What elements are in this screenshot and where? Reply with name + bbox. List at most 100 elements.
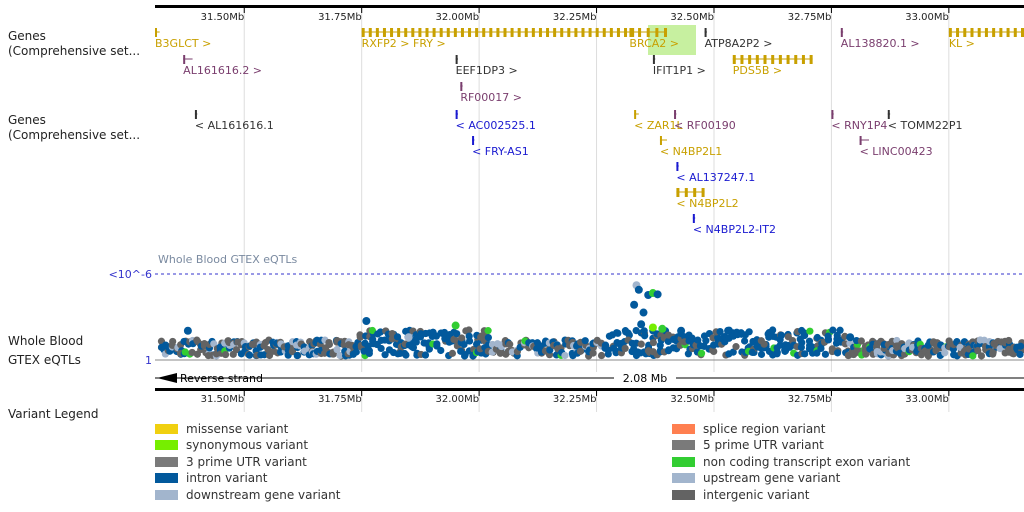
gene-feature: RF00017 >	[460, 82, 522, 104]
eqtl-point	[741, 337, 749, 345]
gene-exon	[999, 28, 1003, 37]
legend-item: synonymous variant	[155, 437, 308, 454]
ruler-top-bar	[155, 5, 1024, 8]
gene-exon	[704, 28, 707, 37]
gene-exon	[155, 28, 157, 37]
gene-exon	[763, 55, 767, 64]
gene-exon	[646, 28, 650, 37]
strand-label: Reverse strand	[180, 372, 263, 385]
gene-exon	[404, 28, 408, 37]
eqtl-threshold-label: <10^-6	[109, 268, 152, 281]
legend-swatch	[155, 440, 178, 450]
gene-exon	[183, 55, 186, 64]
eqtl-point	[221, 350, 230, 359]
gene-exon	[567, 28, 571, 37]
eqtl-point	[412, 338, 420, 346]
reverse-gene-track: < AL161616.1 < AC002525.1 < ZAR1L< RF00190…	[194, 110, 962, 236]
eqtl-point	[801, 350, 809, 358]
gene-exon	[553, 28, 557, 37]
gene-label: < ZAR1L	[634, 119, 683, 132]
gene-exon	[588, 28, 592, 37]
gene-feature: < AL137247.1	[676, 162, 755, 184]
legend-swatch	[672, 456, 695, 467]
gene-exon	[560, 28, 564, 37]
eqtl-point	[829, 326, 837, 334]
eqtl-point	[393, 333, 402, 341]
legend-item: upstream gene variant	[672, 470, 840, 487]
eqtl-point	[561, 351, 569, 360]
legend-item: missense variant	[155, 420, 288, 437]
eqtl-point	[377, 344, 385, 353]
eqtl-point	[325, 338, 333, 347]
eqtl-point	[729, 348, 737, 356]
eqtl-point	[757, 350, 766, 358]
track-label-genes-forward-sub: (Comprehensive set...	[8, 44, 140, 58]
legend-label: intergenic variant	[703, 487, 810, 502]
gene-feature: < N4BP2L1	[659, 136, 722, 158]
gene-exon	[503, 28, 507, 37]
ruler-tick-label: 31.50Mb	[201, 12, 245, 23]
gene-exon	[676, 188, 680, 197]
gene-exon	[432, 28, 436, 37]
ruler-tick-label: 32.50Mb	[670, 12, 714, 23]
gene-exon	[439, 28, 443, 37]
legend-item: intron variant	[155, 470, 267, 487]
eqtl-highlight-point	[362, 317, 371, 325]
eqtl-point	[245, 351, 254, 359]
eqtl-point	[760, 340, 768, 348]
eqtl-point	[857, 337, 865, 345]
gene-label: B3GLCT >	[155, 37, 211, 50]
gene-feature: PDS5B >	[732, 55, 813, 77]
eqtl-highlight-point	[404, 333, 413, 342]
gene-label: RXFP2 > FRY >	[362, 37, 446, 50]
ruler-tick-label: 31.75Mb	[318, 394, 362, 405]
eqtl-point	[702, 337, 710, 345]
legend-item: downstream gene variant	[155, 486, 340, 503]
gene-exon	[411, 28, 415, 37]
gene-exon	[397, 28, 401, 37]
eqtl-point	[969, 352, 977, 360]
eqtl-highlight-point	[648, 323, 657, 332]
eqtl-point	[576, 347, 585, 355]
track-label-genes-reverse-sub: (Comprehensive set...	[8, 128, 140, 142]
eqtl-point	[748, 348, 756, 356]
gene-exon	[977, 28, 981, 37]
gene-label: < AC002525.1	[456, 119, 536, 132]
gene-exon	[368, 28, 372, 37]
track-label-eqtl: Whole Blood	[8, 334, 83, 348]
gene-feature: IFIT1P1 >	[652, 55, 706, 77]
legend-label: splice region variant	[703, 421, 826, 436]
eqtl-point	[460, 340, 468, 349]
gene-exon	[361, 28, 365, 37]
gene-exon	[652, 55, 655, 64]
eqtl-point	[365, 347, 373, 355]
eqtl-point	[806, 327, 814, 335]
eqtl-point	[821, 350, 830, 358]
legend-label: 5 prime UTR variant	[703, 438, 824, 452]
eqtl-point	[769, 326, 777, 334]
gene-exon	[425, 28, 429, 37]
gene-exon	[831, 110, 834, 119]
gene-exon	[460, 28, 464, 37]
gene-exon	[984, 28, 988, 37]
gene-exon	[390, 28, 394, 37]
eqtl-point	[224, 337, 232, 345]
gene-exon	[638, 28, 642, 37]
eqtl-point	[637, 340, 645, 348]
track-label-genes-forward: Genes	[8, 29, 46, 43]
gene-label: EEF1DP3 >	[456, 64, 518, 77]
eqtl-point	[777, 331, 786, 339]
eqtl-point	[776, 341, 784, 349]
eqtl-point	[368, 326, 377, 335]
gene-exon	[840, 28, 843, 37]
gene-feature: < AC002525.1	[455, 110, 536, 132]
eqtl-highlight-point	[183, 326, 192, 335]
scale-bar: Reverse strand 2.08 Mb	[155, 371, 1024, 385]
ruler-top: 31.50Mb 31.75Mb 32.00Mb 32.25Mb 32.50Mb 32.75…	[155, 5, 1024, 23]
eqtl-point	[996, 345, 1004, 353]
gene-label: PDS5B >	[733, 64, 782, 77]
eqtl-point	[506, 340, 514, 348]
ruler-tick-label: 32.00Mb	[436, 12, 480, 23]
gene-exon	[531, 28, 535, 37]
